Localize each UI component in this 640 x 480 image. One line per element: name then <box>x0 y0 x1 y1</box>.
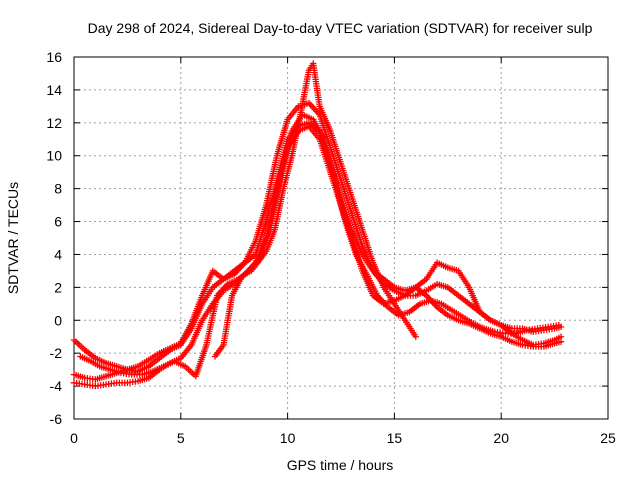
y-tick-label: 8 <box>54 181 62 197</box>
y-tick-label: 4 <box>54 246 62 262</box>
data-point <box>555 322 563 329</box>
y-tick-label: 2 <box>54 279 62 295</box>
y-tick-label: 14 <box>46 82 62 98</box>
series-track-5 <box>211 60 419 360</box>
x-axis-label: GPS time / hours <box>287 457 394 473</box>
y-tick-label: 10 <box>46 148 62 164</box>
y-tick-label: -4 <box>50 378 63 394</box>
x-tick-labels: 0 5 10 15 20 25 <box>70 430 616 446</box>
plot-frame <box>73 56 609 420</box>
y-axis-label: SDTVAR / TECUs <box>5 182 21 294</box>
x-tick-label: 5 <box>177 430 185 446</box>
y-tick-label: 6 <box>54 214 62 230</box>
x-tick-label: 20 <box>493 430 509 446</box>
x-tick-label: 0 <box>70 430 78 446</box>
y-tick-label: 0 <box>54 312 62 328</box>
x-tick-label: 15 <box>387 430 403 446</box>
x-tick-label: 10 <box>280 430 296 446</box>
data-point <box>412 333 419 340</box>
y-tick-label: -2 <box>50 345 63 361</box>
y-tick-label: 16 <box>46 49 62 65</box>
axis-ticks <box>73 56 609 420</box>
y-tick-labels: -6 -4 -2 0 2 4 6 8 10 12 14 16 <box>46 49 62 427</box>
x-tick-label: 25 <box>600 430 616 446</box>
chart-title: Day 298 of 2024, Sidereal Day-to-day VTE… <box>88 20 593 36</box>
series-track-3 <box>70 99 565 383</box>
series-track-4 <box>77 111 563 380</box>
y-tick-label: 12 <box>46 115 62 131</box>
data-points <box>70 60 565 390</box>
data-point <box>557 333 565 340</box>
y-tick-label: -6 <box>50 411 63 427</box>
